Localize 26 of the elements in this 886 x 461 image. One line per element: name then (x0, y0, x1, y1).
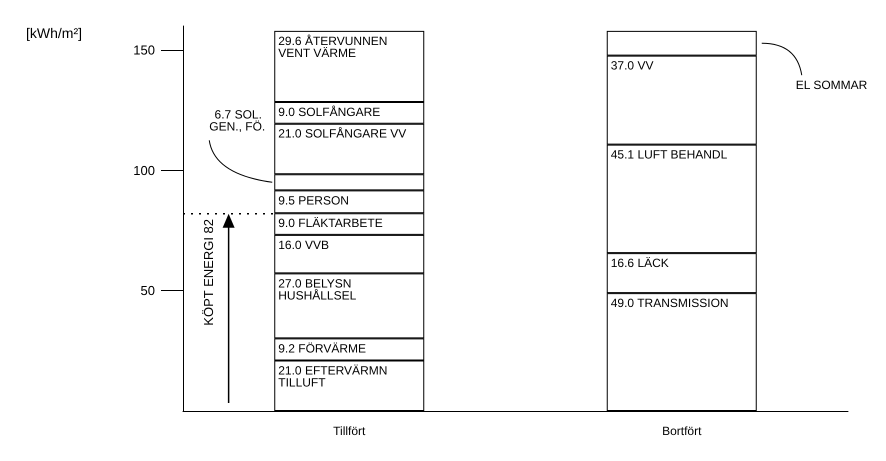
text: 9.0 SOLFÅNGARE (278, 105, 380, 120)
text: 16.0 VVB (278, 238, 329, 252)
x-tick-label: Tillfört (333, 424, 366, 438)
text: 29.6 ÅTERVUNNEN (278, 34, 388, 48)
text: TILLUFT (278, 375, 326, 390)
y-axis-title: [kWh/m²] (26, 25, 82, 41)
text: 21.0 SOLFÅNGARE VV (278, 126, 406, 141)
y-tick-label: 150 (133, 42, 155, 58)
text: 49.0 TRANSMISSION (610, 296, 729, 310)
text: 21.0 EFTERVÄRMN (278, 363, 388, 378)
text: 27.0 BELYSN (278, 276, 352, 290)
y-tick-label: 50 (140, 283, 155, 298)
text: HUSHÅLLSEL (278, 288, 356, 302)
text: 37.0 VV (610, 58, 654, 73)
text: 6.7 SOL. (214, 107, 262, 122)
text: 9.5 PERSON (278, 193, 349, 208)
x-tick-label: Bortfört (662, 424, 702, 438)
text: 9.2 FÖRVÄRME (278, 341, 366, 356)
text: VENT VÄRME (278, 46, 356, 60)
y-tick-label: 100 (133, 162, 155, 178)
text: 16.6 LÄCK (610, 256, 669, 270)
text: 45.1 LUFT BEHANDL (610, 148, 728, 162)
ref-line-label: KÖPT ENERGI 82 (201, 219, 216, 326)
text: 9.0 FLÄKTARBETE (278, 216, 383, 230)
text: GEN., FÖ. (209, 119, 266, 134)
text: EL SOMMAR (796, 78, 868, 92)
